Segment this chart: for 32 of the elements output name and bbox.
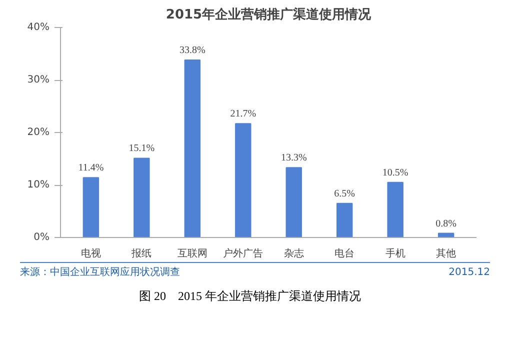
data-label: 21.7% [230, 108, 256, 120]
data-label: 0.8% [436, 218, 456, 230]
bar [134, 158, 150, 238]
bar [184, 60, 201, 238]
y-tick-label: 30% [27, 74, 50, 86]
y-tick-label: 40% [27, 22, 50, 33]
caption: 图 20 2015 年企业营销推广渠道使用情况 [138, 288, 362, 306]
x-tick-label: 互联网 [177, 248, 208, 260]
data-label: 6.5% [334, 188, 356, 200]
x-tick-label: 杂志 [284, 248, 304, 260]
y-tick-label: 10% [27, 180, 50, 190]
bar [387, 182, 404, 238]
data-label: 33.8% [179, 45, 206, 56]
x-tick-label: 电视 [80, 248, 101, 260]
x-tick-label: 手机 [385, 248, 406, 260]
data-label: 11.4% [78, 162, 104, 174]
bar [286, 167, 302, 238]
y-tick-label: 0% [34, 232, 50, 243]
x-tick-label: 户外广告 [223, 248, 264, 260]
text: 2015.12 [448, 266, 490, 280]
x-tick-label: 其他 [436, 248, 456, 260]
data-label: 10.5% [382, 167, 408, 178]
x-tick-label: 报纸 [130, 248, 152, 260]
bar [235, 123, 252, 238]
data-label: 13.3% [280, 152, 307, 164]
bar [82, 177, 100, 238]
bar [336, 202, 353, 238]
chart-title: 2015年企业营销推广渠道使用情况 [166, 6, 372, 22]
data-label: 15.1% [128, 143, 155, 154]
x-tick-label: 电台 [334, 248, 355, 260]
source-note: 来源：中国企业互联网应用状况调查 [20, 266, 180, 280]
y-tick-label: 20% [27, 127, 50, 138]
